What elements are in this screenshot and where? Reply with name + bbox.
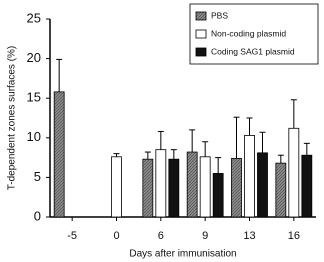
legend-swatch bbox=[195, 47, 207, 57]
bar bbox=[111, 156, 122, 218]
y-tick-label: 20 bbox=[27, 50, 41, 65]
bar bbox=[168, 158, 180, 218]
bar bbox=[155, 149, 167, 218]
x-axis-label: Days after immunisation bbox=[129, 249, 236, 260]
bar bbox=[288, 127, 300, 218]
x-tick-label: 6 bbox=[158, 230, 164, 242]
y-tick-label: 10 bbox=[27, 129, 41, 144]
bar bbox=[53, 91, 65, 218]
y-tick-label: 25 bbox=[27, 10, 41, 25]
bar bbox=[257, 152, 268, 218]
x-tick-label: 13 bbox=[243, 230, 255, 242]
legend-swatch bbox=[195, 29, 207, 39]
legend-box bbox=[189, 3, 319, 65]
bar bbox=[301, 154, 313, 218]
legend-label: Coding SAG1 plasmid bbox=[211, 46, 295, 56]
x-tick-label: 0 bbox=[113, 230, 119, 242]
bar bbox=[142, 158, 154, 218]
y-tick-label: 15 bbox=[27, 90, 41, 105]
x-tick-label: 9 bbox=[202, 230, 208, 242]
legend-label: Non-coding plasmid bbox=[211, 28, 286, 38]
y-tick-label: 5 bbox=[34, 169, 41, 184]
y-tick-label: 0 bbox=[34, 208, 41, 223]
x-tick-label: -5 bbox=[67, 230, 77, 242]
legend-swatch bbox=[195, 11, 207, 21]
bar bbox=[212, 173, 224, 218]
bar bbox=[244, 135, 255, 218]
bar bbox=[186, 151, 198, 218]
bar bbox=[199, 156, 211, 218]
legend-label: PBS bbox=[211, 10, 228, 20]
y-axis-label: T-dependent zones surfaces (%) bbox=[7, 46, 18, 191]
x-tick-label: 16 bbox=[288, 230, 300, 242]
bar bbox=[275, 162, 287, 218]
bar bbox=[231, 157, 242, 218]
